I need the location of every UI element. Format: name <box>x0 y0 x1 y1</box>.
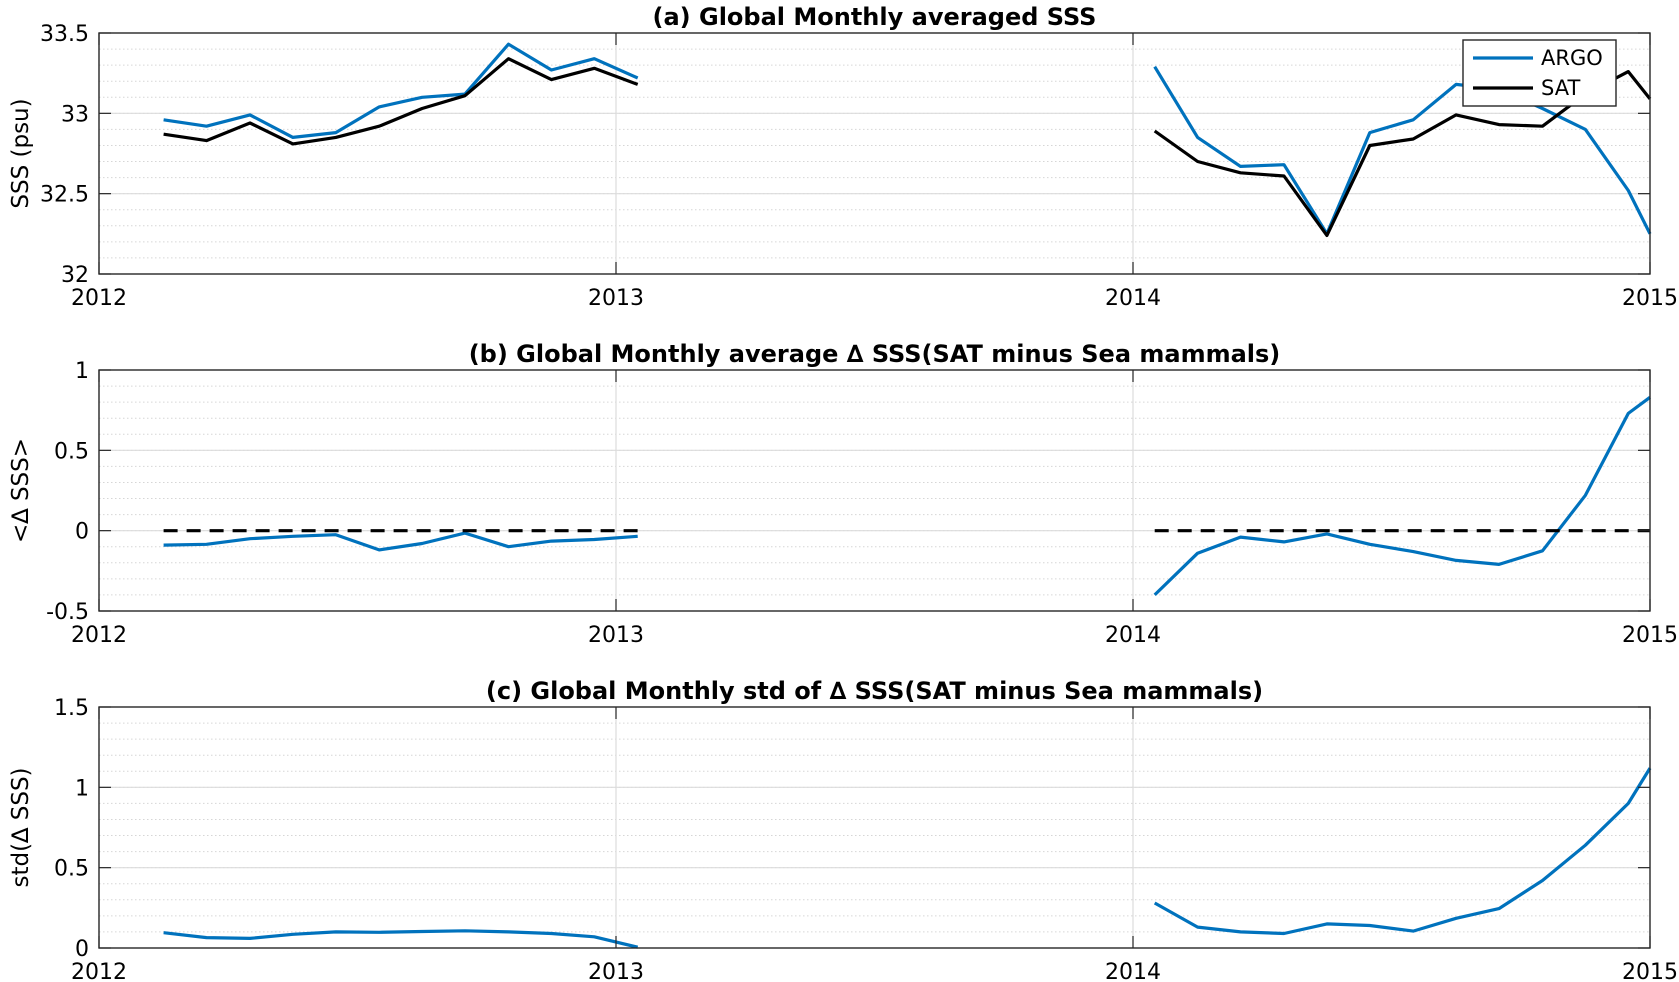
delta-sss-line-segment-1 <box>1153 767 1652 936</box>
y-tick-label: 0.5 <box>54 439 89 464</box>
x-tick-label: 2014 <box>1105 623 1161 648</box>
chart-title: (b) Global Monthly average ∆ SSS(SAT min… <box>469 340 1281 368</box>
panel-b: -0.5 0 0.5 1 2012 2013 2014 2015 (b) Global Mont… <box>8 340 1678 648</box>
axes-box <box>98 706 1651 949</box>
chart-title: (a) Global Monthly averaged SSS <box>653 3 1097 31</box>
legend: ARGO SAT <box>1462 39 1617 107</box>
y-tick-label: 32.5 <box>40 183 89 208</box>
y-tick-label: 33 <box>61 102 89 127</box>
argo-line-segment-1 <box>1153 65 1652 236</box>
y-tick-label: 0.5 <box>54 857 89 882</box>
y-tick-label: 1 <box>75 776 89 801</box>
legend-label-argo: ARGO <box>1541 46 1603 70</box>
x-tick-label: 2013 <box>588 286 644 311</box>
x-tick-label: 2014 <box>1105 286 1161 311</box>
axes-box <box>98 32 1651 275</box>
x-tick-label: 2014 <box>1105 960 1161 982</box>
x-tick-label: 2013 <box>588 623 644 648</box>
sat-line-segment-0 <box>163 57 639 146</box>
x-tick-label: 2012 <box>71 960 127 982</box>
y-tick-label: 32 <box>61 263 89 288</box>
x-tick-label: 2015 <box>1622 286 1678 311</box>
y-tick-label: 0 <box>75 520 89 545</box>
delta-sss-line-segment-0 <box>163 929 639 949</box>
delta-sss-line-segment-1 <box>1153 396 1651 597</box>
argo-line-segment-0 <box>163 42 639 139</box>
y-axis-label: SSS (psu) <box>8 98 34 208</box>
y-tick-label: 33.5 <box>40 22 89 47</box>
axes-box <box>98 369 1651 612</box>
x-tick-label: 2015 <box>1622 960 1678 982</box>
x-tick-label: 2013 <box>588 960 644 982</box>
legend-label-sat: SAT <box>1541 76 1580 100</box>
panel-c: 0 0.5 1 1.5 2012 2013 2014 2015 (c) Global Month… <box>8 677 1678 982</box>
y-tick-label: 1 <box>75 359 89 384</box>
legend-box <box>1462 39 1617 107</box>
y-tick-label: 0 <box>75 937 89 962</box>
y-axis-label: std(∆ SSS) <box>8 767 34 887</box>
y-tick-label: 1.5 <box>54 696 89 721</box>
chart-title: (c) Global Monthly std of ∆ SSS(SAT minu… <box>486 677 1263 705</box>
x-tick-label: 2015 <box>1622 623 1678 648</box>
y-axis-label: <∆ SSS> <box>8 438 34 543</box>
panel-a: 32 32.5 33 33.5 2012 2013 2014 2015 (a) Global M… <box>8 3 1678 311</box>
y-tick-label: -0.5 <box>46 600 89 625</box>
x-tick-label: 2012 <box>71 623 127 648</box>
delta-sss-line-segment-0 <box>163 531 638 552</box>
x-tick-label: 2012 <box>71 286 127 311</box>
